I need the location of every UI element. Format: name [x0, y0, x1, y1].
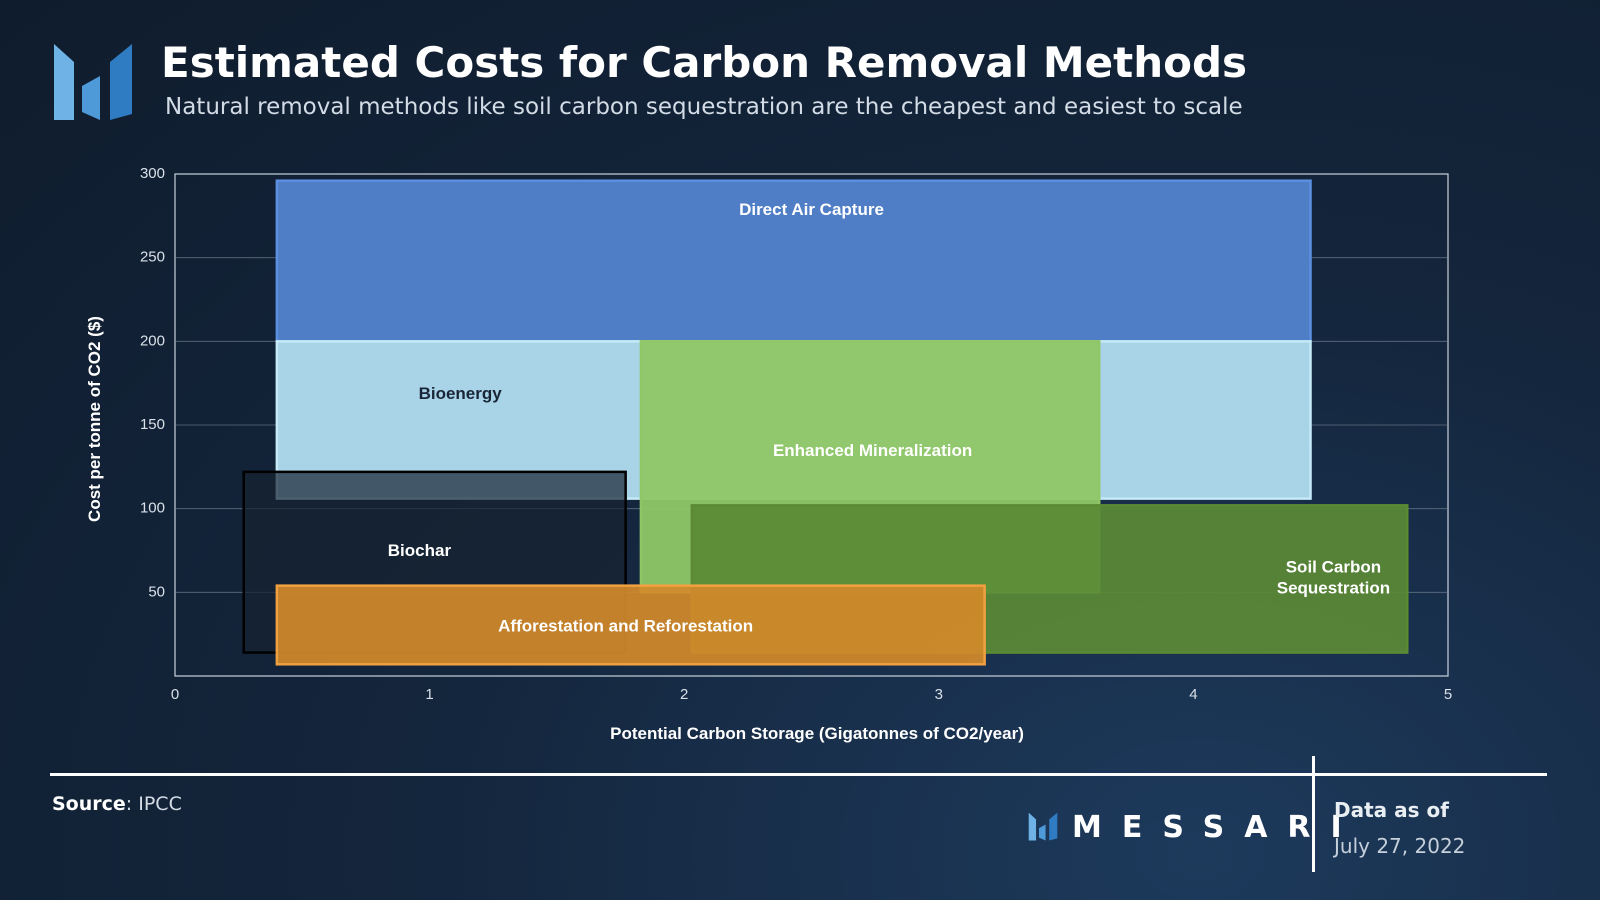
messari-brand: MESSARI [1026, 809, 1362, 845]
label-soil-carbon-sequestration: Soil Carbon Sequestration [1277, 558, 1390, 598]
tick-labels: 50 100 150 200 250 300 0 1 2 3 4 5 [140, 165, 1452, 703]
y-tick-label-150: 150 [140, 416, 165, 433]
box-afforestation-and-reforestation [275, 584, 986, 666]
x-tick-label-0: 0 [171, 686, 179, 703]
label-direct-air-capture: Direct Air Capture [739, 200, 884, 219]
chart-subtitle: Natural removal methods like soil carbon… [165, 94, 1243, 120]
x-tick-label-4: 4 [1189, 686, 1197, 703]
chart-canvas: Direct Air Capture Bioenergy Biochar Enhanc… [85, 164, 1453, 743]
range-boxes [242, 179, 1409, 666]
box-direct-air-capture [275, 179, 1312, 343]
source-label: Source [52, 793, 126, 815]
brand-name: MESSARI [1072, 809, 1362, 845]
y-tick-label-200: 200 [140, 332, 165, 349]
chart-title: Estimated Costs for Carbon Removal Metho… [161, 38, 1248, 87]
y-tick-label-100: 100 [140, 500, 165, 517]
range-labels: Direct Air Capture Bioenergy Biochar Enhanc… [388, 200, 1390, 636]
x-tick-label-5: 5 [1444, 686, 1452, 703]
label-enhanced-mineralization: Enhanced Mineralization [773, 441, 972, 460]
data-as-of-label: Data as of [1334, 798, 1449, 822]
y-tick-label-50: 50 [148, 583, 165, 600]
logo-middle-bar [82, 76, 100, 120]
x-tick-label-2: 2 [680, 686, 688, 703]
y-tick-label-300: 300 [140, 165, 165, 182]
label-bioenergy: Bioenergy [419, 384, 503, 403]
footer-vertical-divider [1312, 756, 1315, 872]
footer-divider [50, 773, 1547, 776]
messari-logo-icon [54, 44, 132, 120]
y-axis-label: Cost per tonne of CO2 ($) [85, 316, 104, 522]
source-value: : IPCC [125, 793, 182, 815]
x-tick-label-3: 3 [935, 686, 943, 703]
source-note: Source: IPCC [52, 793, 182, 815]
logo-right-bar [110, 44, 132, 120]
y-tick-label-250: 250 [140, 249, 165, 266]
label-biochar: Biochar [388, 542, 452, 561]
label-afforestation-and-reforestation: Afforestation and Reforestation [498, 617, 753, 636]
data-as-of-date: July 27, 2022 [1334, 834, 1466, 858]
messari-brand-icon [1028, 812, 1058, 841]
logo-left-bar [54, 44, 74, 120]
x-axis-label: Potential Carbon Storage (Gigatonnes of … [610, 724, 1024, 743]
x-tick-label-1: 1 [425, 686, 433, 703]
